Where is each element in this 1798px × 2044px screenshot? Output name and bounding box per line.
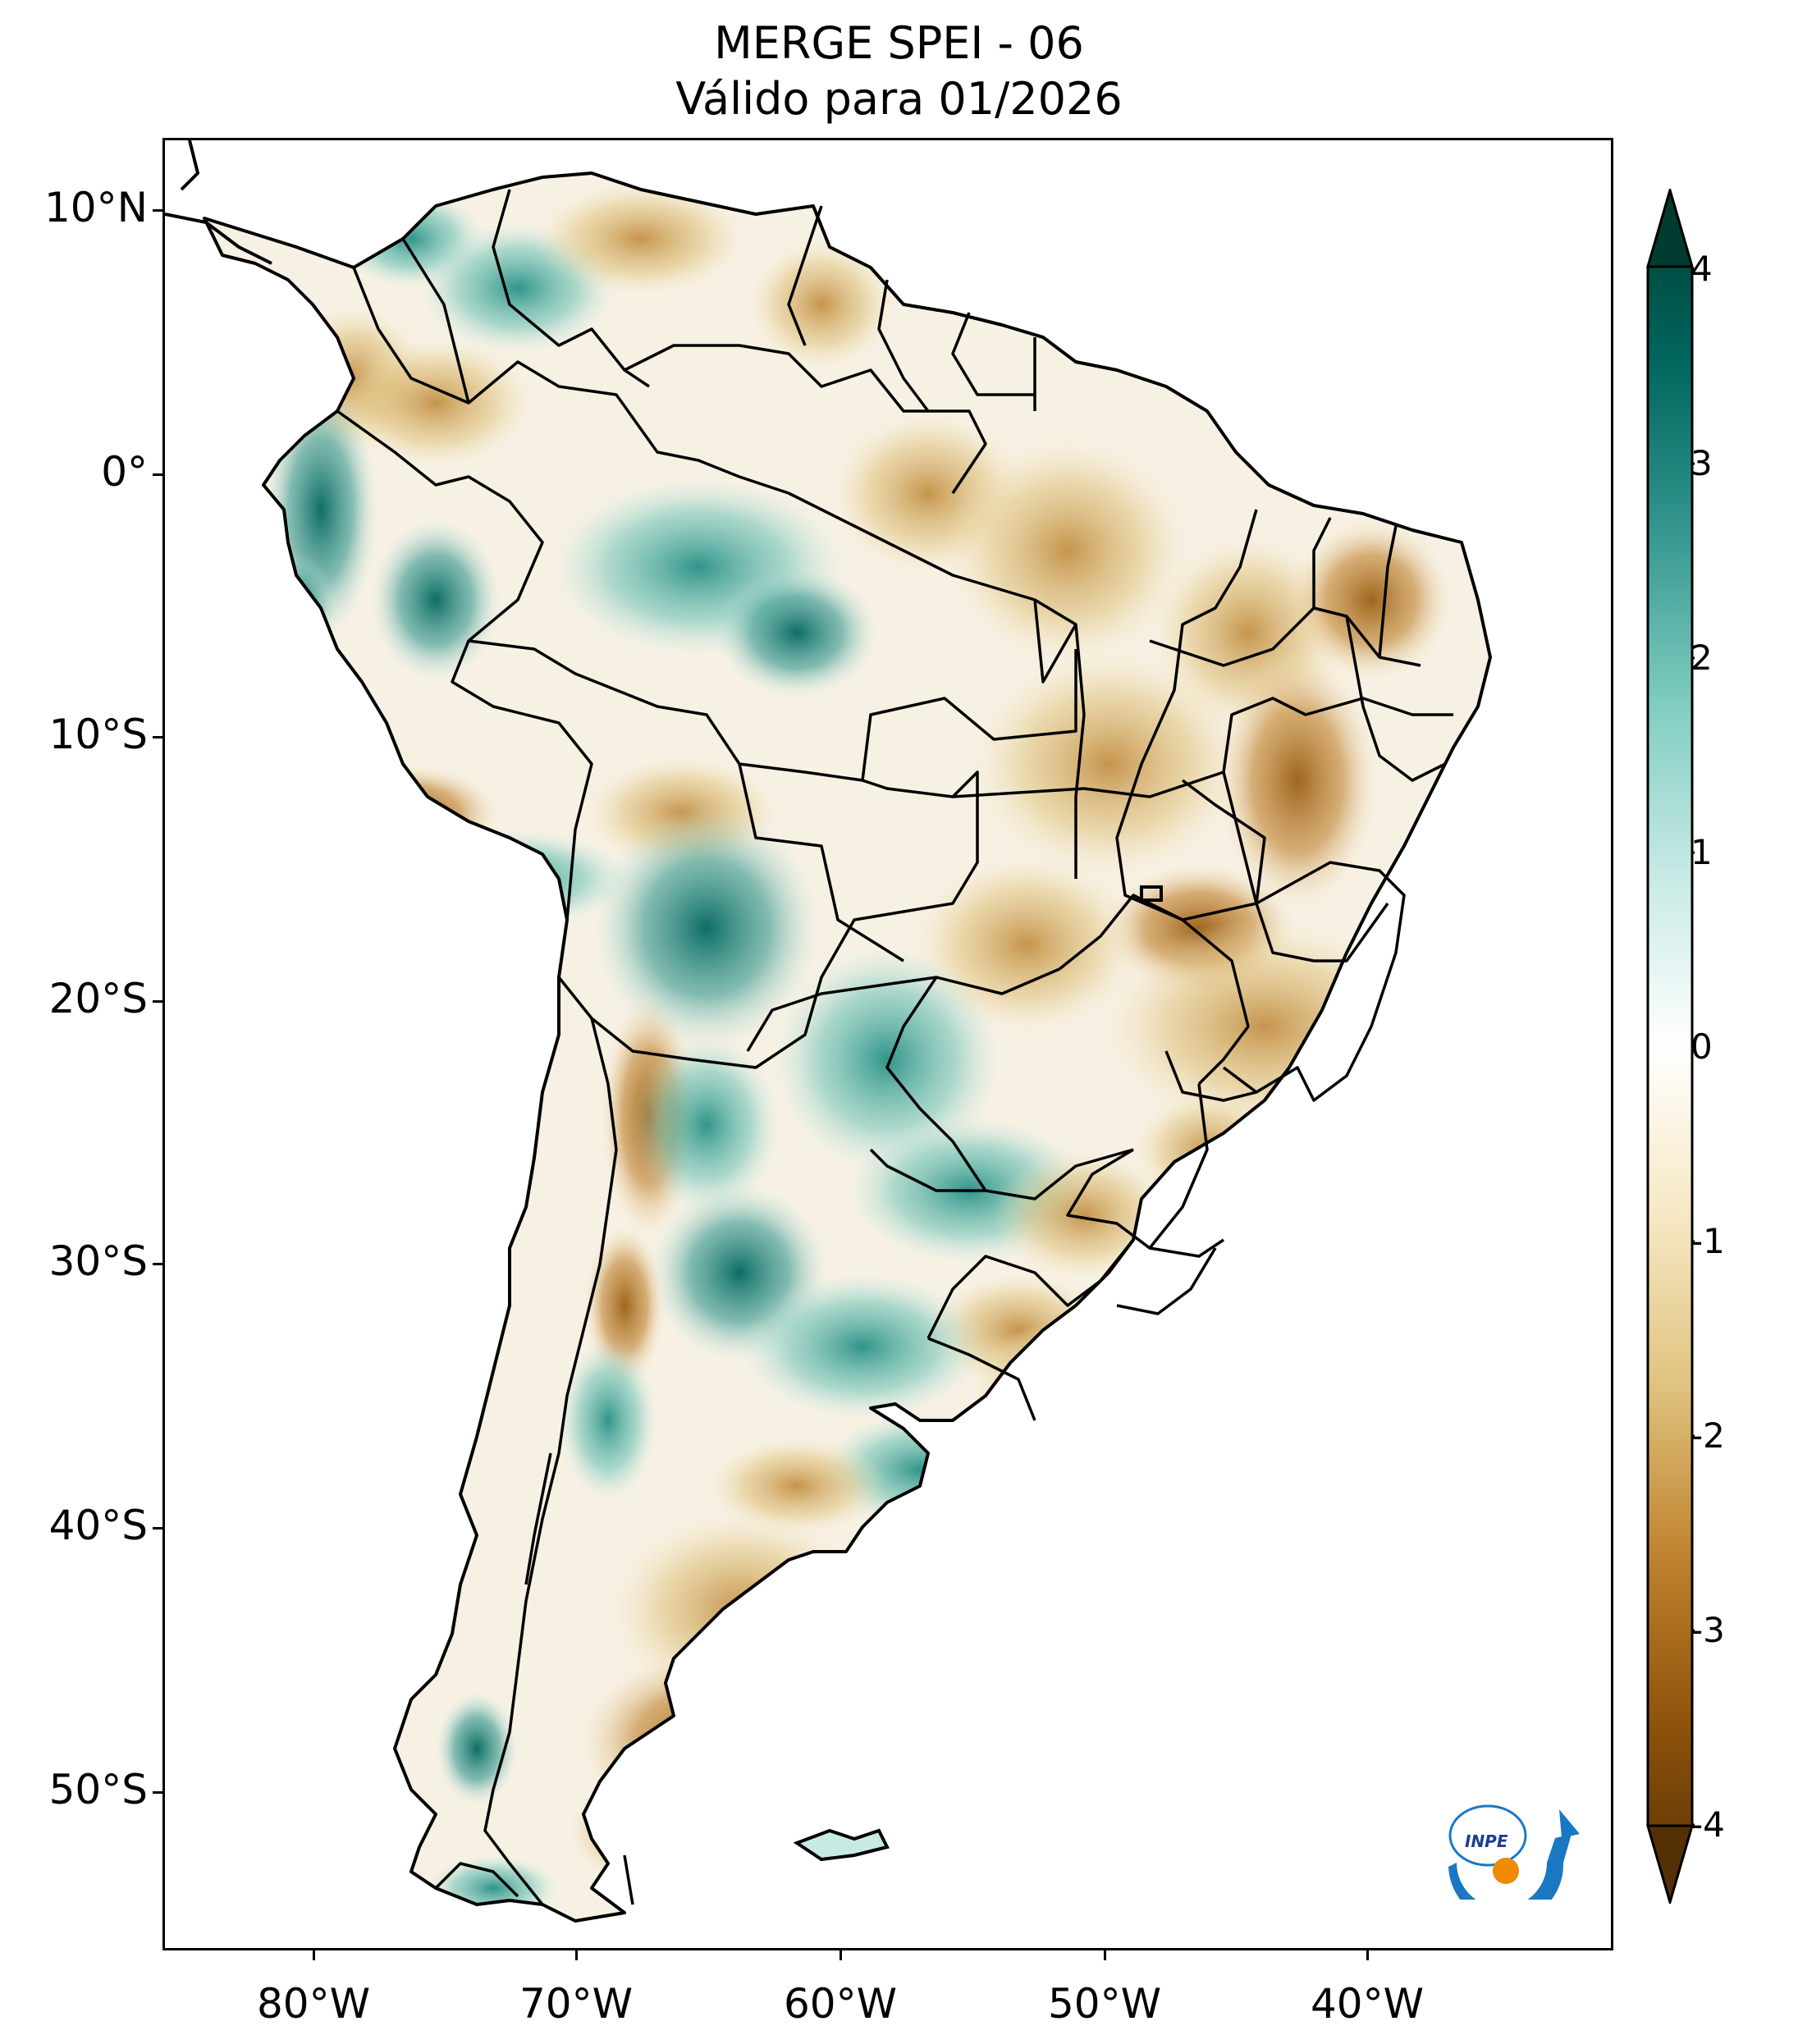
lon-label-60w: 60°W	[783, 1980, 898, 2028]
lat-label-20s: 20°S	[48, 975, 148, 1022]
colorbar-tick-4: 4	[1690, 249, 1713, 289]
colorbar-tick-3: 3	[1690, 443, 1713, 483]
lat-label-10n: 10°N	[43, 184, 148, 231]
lat-tick	[153, 736, 162, 738]
colorbar-tick-2: 2	[1690, 638, 1713, 678]
colorbar-tick-1: 1	[1690, 832, 1713, 872]
lat-label-40s: 40°S	[48, 1502, 148, 1549]
map-subtitle: Válido para 01/2026	[675, 73, 1123, 125]
lon-label-80w: 80°W	[256, 1980, 371, 2028]
lon-label-40w: 40°W	[1310, 1980, 1425, 2028]
lat-label-50s: 50°S	[48, 1766, 148, 1813]
lon-label-50w: 50°W	[1047, 1980, 1162, 2028]
lon-tick	[840, 1950, 842, 1960]
lon-tick	[1366, 1950, 1369, 1960]
lat-tick	[153, 473, 162, 476]
lat-tick	[153, 1263, 162, 1265]
map-panel[interactable]	[162, 138, 1613, 1950]
lat-tick	[153, 1527, 162, 1530]
colorbar-tick-0: 0	[1690, 1027, 1713, 1067]
lat-tick	[153, 209, 162, 212]
lat-label-0: 0°	[101, 448, 148, 496]
south-america-map	[165, 140, 1492, 1923]
colorbar	[1646, 189, 1695, 1904]
lon-tick	[1104, 1950, 1106, 1960]
lon-tick	[575, 1950, 578, 1960]
lon-label-70w: 70°W	[519, 1980, 634, 2028]
colorbar-tick-neg4: -4	[1690, 1804, 1725, 1845]
lat-tick	[153, 1791, 162, 1794]
colorbar-tick-neg3: -3	[1690, 1610, 1725, 1650]
colorbar-tick-neg2: -2	[1690, 1415, 1725, 1456]
lat-label-10s: 10°S	[48, 711, 148, 758]
map-title: MERGE SPEI - 06	[714, 17, 1084, 69]
lon-tick	[313, 1950, 315, 1960]
colorbar-tick-neg1: -1	[1690, 1221, 1725, 1261]
lat-label-30s: 30°S	[48, 1237, 148, 1285]
inpe-logo-icon: INPE	[1448, 1804, 1580, 1900]
lat-tick	[153, 1000, 162, 1003]
logo-text: INPE	[1465, 1831, 1508, 1851]
